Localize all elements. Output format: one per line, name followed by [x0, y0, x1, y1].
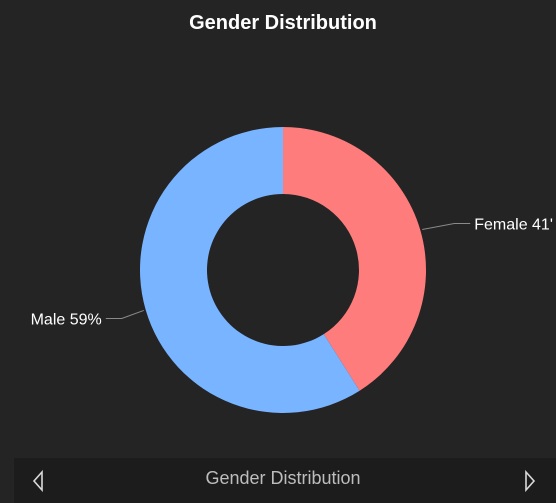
previous-chart-button[interactable] — [16, 458, 60, 503]
slice-female[interactable] — [283, 127, 426, 391]
chart-navigator: Gender Distribution — [14, 458, 556, 503]
chevron-left-icon — [32, 469, 43, 492]
chevron-right-icon — [525, 469, 536, 492]
donut-slices — [139, 127, 426, 413]
slice-label-male: Male 59% — [31, 311, 102, 328]
slice-male[interactable] — [139, 127, 360, 413]
leader-lines — [105, 223, 471, 319]
leader-line-male — [105, 309, 144, 319]
slice-labels: Male 59% Female 41' — [31, 217, 553, 329]
next-chart-button[interactable] — [508, 458, 552, 503]
donut-chart: Male 59% Female 41' — [31, 127, 553, 413]
footer-label: Gender Distribution — [205, 468, 361, 488]
slice-label-female: Female 41' — [474, 217, 553, 234]
chart-title: Gender Distribution — [189, 12, 377, 34]
leader-line-female — [422, 223, 471, 231]
